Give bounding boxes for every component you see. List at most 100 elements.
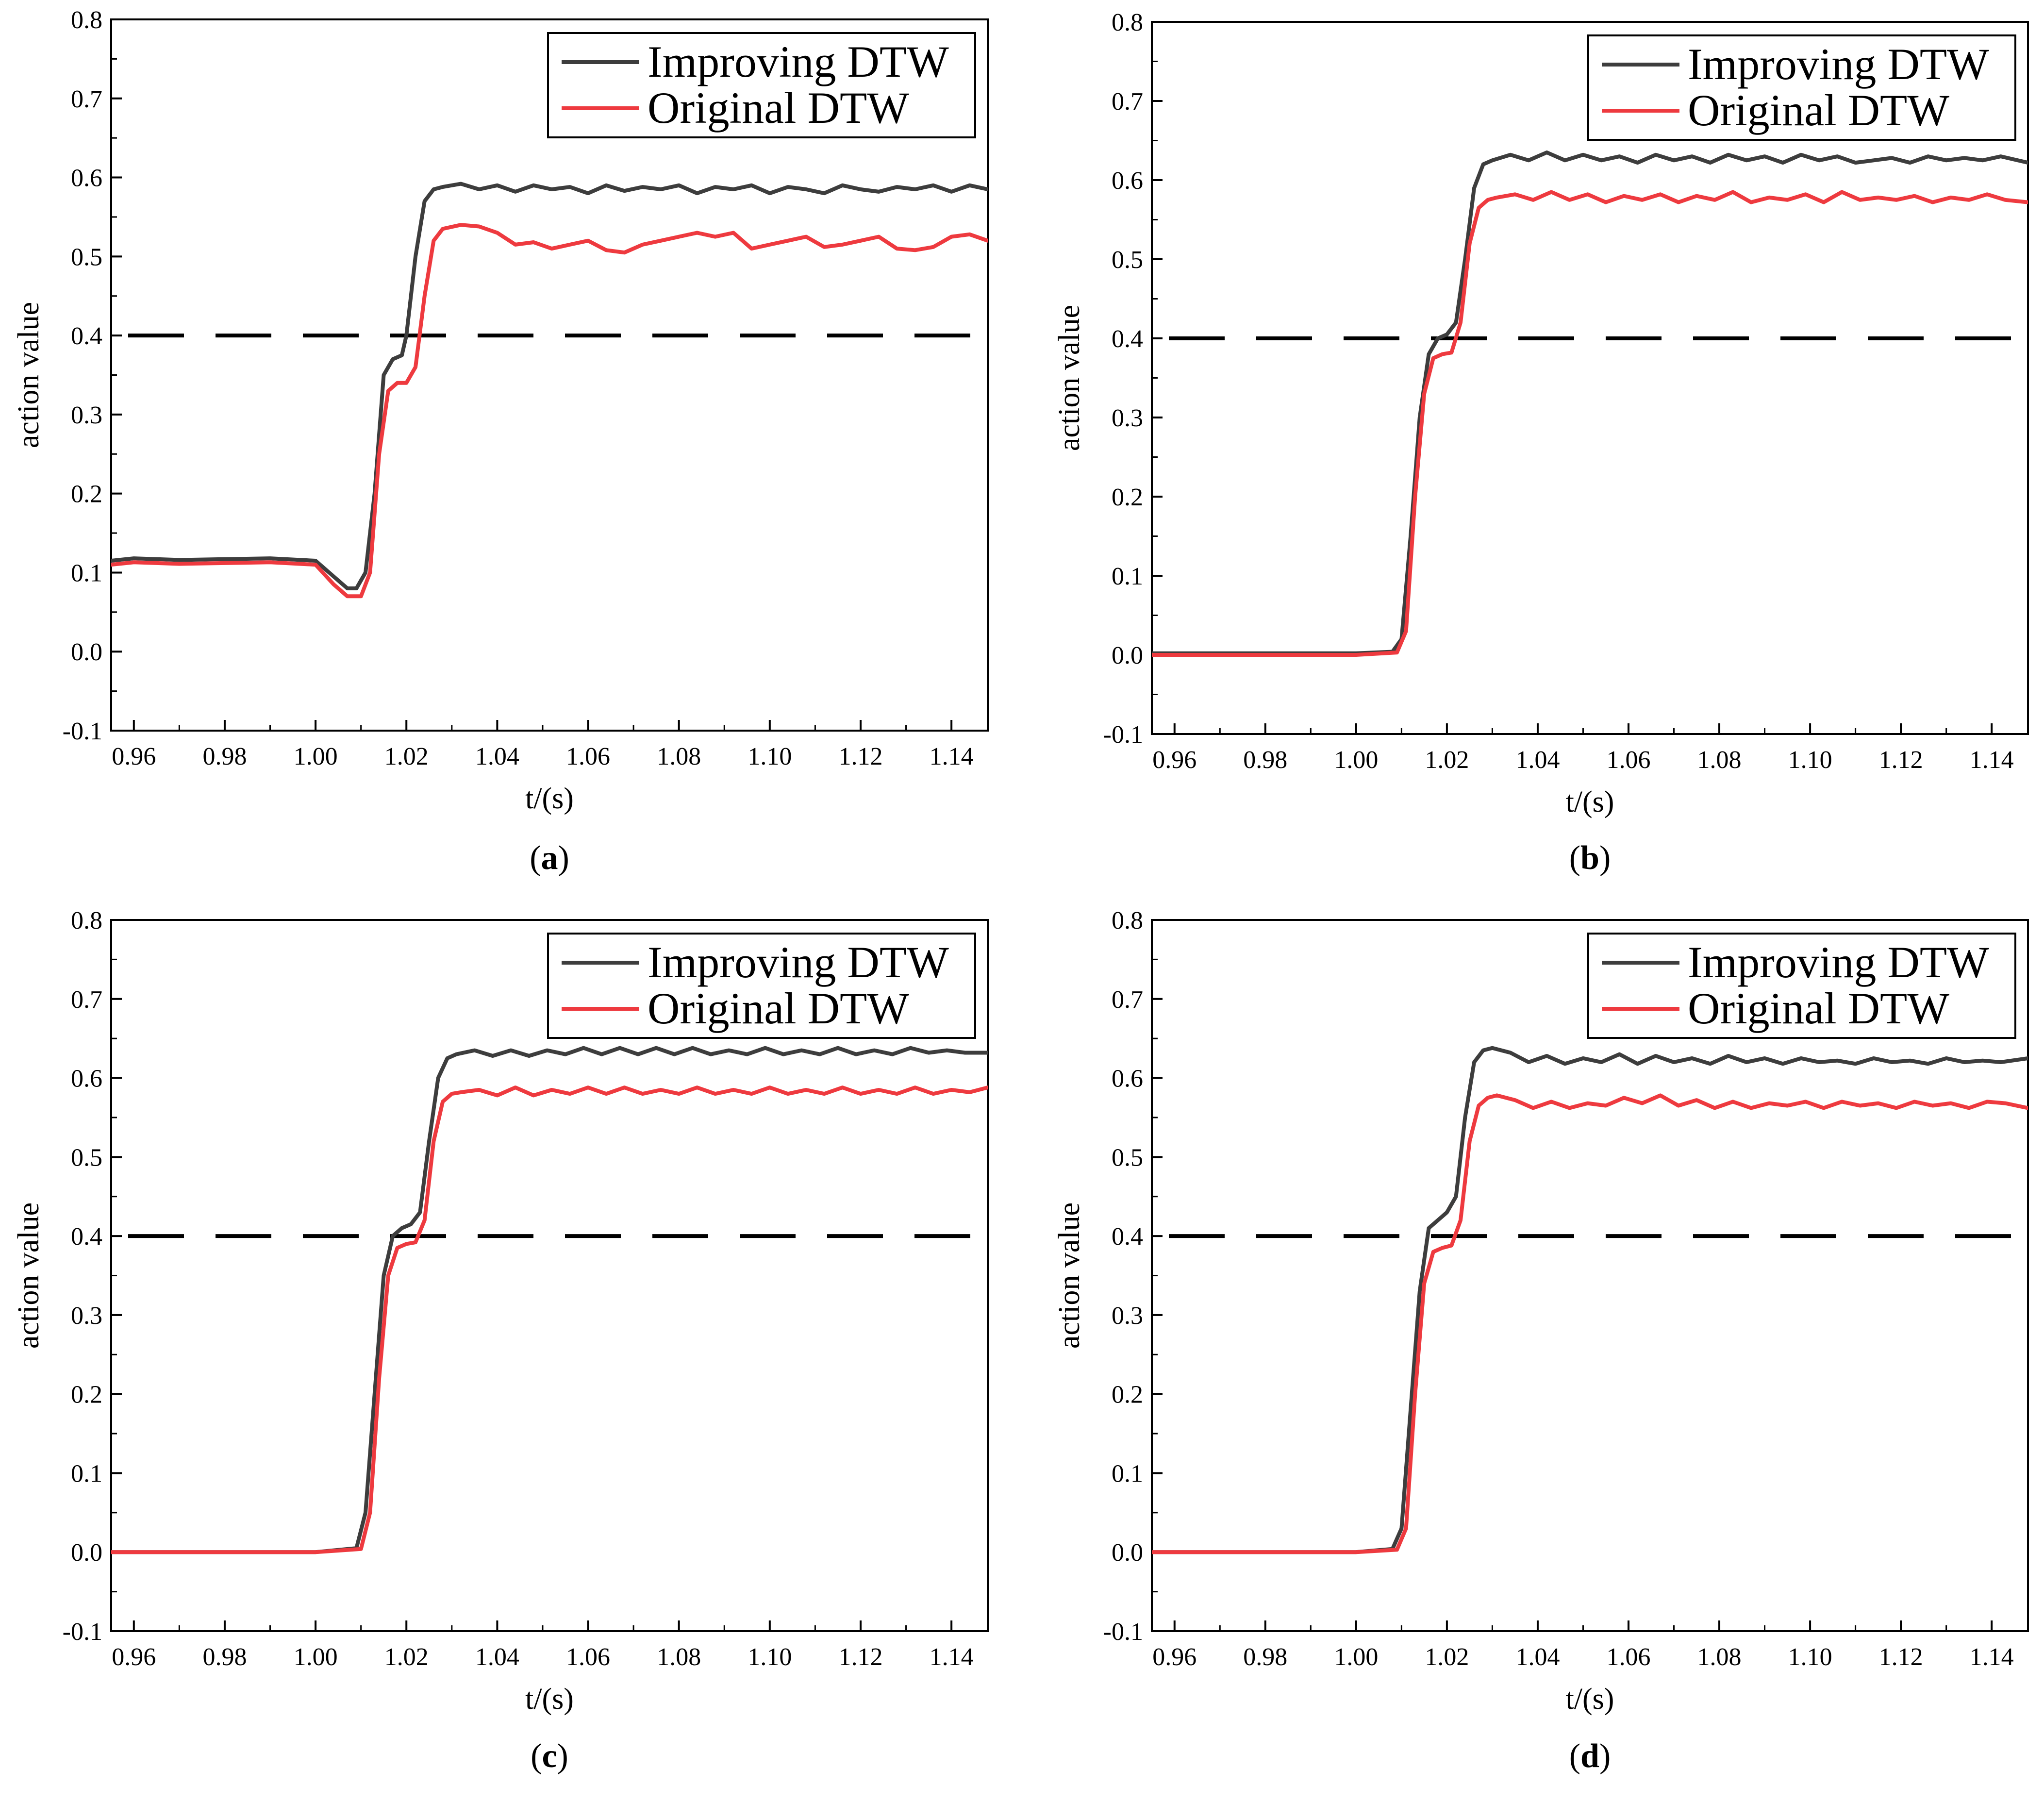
y-tick-label: 0.2 (1112, 1381, 1143, 1409)
panel-label: (b) (1569, 839, 1611, 877)
y-tick-label: 0.8 (1112, 907, 1143, 935)
x-tick-label: 1.04 (475, 1643, 519, 1671)
x-axis-title: t/(s) (1566, 1683, 1614, 1716)
y-axis-title: action value (1053, 305, 1086, 451)
x-tick-label: 1.00 (1334, 746, 1378, 774)
y-tick-label: 0.6 (71, 165, 102, 192)
x-tick-label: 1.00 (294, 743, 338, 770)
y-tick-label: 0.8 (71, 6, 102, 34)
series-original-dtw (1152, 190, 2028, 657)
y-tick-label: 0.6 (1112, 1065, 1143, 1093)
x-tick-label: 1.14 (1970, 1643, 2014, 1671)
panel-label-letter: d (1580, 1737, 1599, 1775)
y-tick-label: 0.2 (71, 481, 102, 508)
legend-label: Original DTW (1688, 984, 1949, 1033)
series-improving-dtw (111, 1046, 988, 1554)
x-tick-label: 1.04 (1515, 1643, 1560, 1671)
y-tick-label: 0.7 (1112, 986, 1143, 1014)
y-tick-label: 0.0 (71, 638, 102, 666)
panel-label-open: ( (531, 1737, 542, 1775)
x-tick-label: 1.10 (748, 743, 792, 770)
x-tick-label: 0.96 (1152, 746, 1196, 774)
y-tick-label: 0.3 (71, 1302, 102, 1330)
x-tick-label: 1.02 (1425, 746, 1469, 774)
y-tick-label: 0.7 (71, 85, 102, 113)
panel-label: (d) (1569, 1737, 1611, 1775)
panel-label-close: ) (557, 1737, 568, 1775)
x-tick-label: 1.04 (475, 743, 519, 770)
panel-c: -0.1 0.0 0.1 0.2 0.3 0.4 0.5 0.6 0.7 0.8 0.96 0.98 1… (12, 907, 989, 1775)
y-tick-label: 0.0 (71, 1539, 102, 1567)
x-tick-label: 1.12 (1879, 1643, 1923, 1671)
x-axis-title: t/(s) (525, 782, 574, 815)
legend-label: Original DTW (648, 83, 909, 133)
x-tick-label: 1.12 (1879, 746, 1923, 774)
series-original-dtw (1152, 1093, 2028, 1554)
panel-label: (a) (530, 839, 569, 877)
y-tick-label: 0.6 (71, 1065, 102, 1093)
y-tick-label: 0.2 (71, 1381, 102, 1409)
x-tick-label: 0.98 (202, 1643, 247, 1671)
y-tick-label: 0.3 (1112, 404, 1143, 432)
panel-label: (c) (531, 1737, 568, 1775)
series-original-dtw (111, 223, 988, 599)
legend-label: Original DTW (1688, 85, 1949, 135)
panel-label-open: ( (1569, 839, 1580, 877)
panel-label-open: ( (530, 839, 541, 877)
x-tick-label: 1.06 (566, 743, 610, 770)
y-tick-label: 0.8 (71, 907, 102, 935)
legend-label: Improving DTW (648, 37, 949, 86)
x-axis-title: t/(s) (1566, 785, 1614, 818)
series-improving-dtw (1152, 1046, 2028, 1554)
x-tick-label: 1.02 (1425, 1643, 1469, 1671)
y-tick-label: 0.7 (71, 986, 102, 1014)
x-tick-label: 1.08 (1697, 1643, 1742, 1671)
x-tick-label: 1.14 (930, 1643, 974, 1671)
legend-label: Original DTW (648, 984, 909, 1033)
series-improving-dtw (1152, 150, 2028, 655)
y-tick-label: 0.1 (1112, 563, 1143, 590)
y-tick-label: -0.1 (63, 1618, 102, 1646)
y-tick-label: 0.3 (71, 401, 102, 429)
y-tick-label: 0.4 (1112, 1223, 1143, 1251)
y-tick-label: 0.5 (71, 243, 102, 271)
legend-label: Improving DTW (648, 937, 949, 987)
legend-label: Improving DTW (1688, 39, 1989, 89)
x-tick-label: 0.98 (202, 743, 247, 770)
x-tick-label: 1.02 (384, 743, 429, 770)
x-tick-label: 1.00 (1334, 1643, 1378, 1671)
x-tick-label: 1.04 (1515, 746, 1560, 774)
x-tick-label: 1.10 (748, 1643, 792, 1671)
y-tick-label: 0.6 (1112, 167, 1143, 195)
panel-label-close: ) (558, 839, 569, 877)
x-tick-label: 1.12 (838, 1643, 882, 1671)
panel-b: -0.1 0.0 0.1 0.2 0.3 0.4 0.5 0.6 0.7 0.8 0.96 0.98 1… (1053, 9, 2029, 877)
y-axis-title: action value (12, 1202, 45, 1349)
x-tick-label: 1.06 (566, 1643, 610, 1671)
x-tick-label: 1.14 (930, 743, 974, 770)
y-tick-label: -0.1 (63, 718, 102, 745)
y-tick-label: -0.1 (1103, 721, 1143, 749)
y-tick-label: 0.2 (1112, 484, 1143, 511)
y-tick-label: -0.1 (1103, 1618, 1143, 1646)
series-original-dtw (111, 1085, 988, 1554)
panel-label-letter: b (1580, 839, 1599, 877)
x-tick-label: 1.06 (1606, 746, 1650, 774)
panel-label-letter: c (542, 1737, 557, 1775)
y-tick-label: 0.1 (1112, 1460, 1143, 1487)
panel-a: -0.1 0.0 0.1 0.2 0.3 0.4 0.5 0.6 0.7 0.8 0.96 0.98 1… (12, 6, 989, 877)
y-tick-label: 0.0 (1112, 1539, 1143, 1567)
legend-box (547, 32, 976, 138)
y-tick-label: 0.5 (1112, 246, 1143, 274)
panel-label-letter: a (541, 839, 558, 877)
x-tick-label: 1.10 (1788, 1643, 1832, 1671)
x-tick-label: 1.10 (1788, 746, 1832, 774)
x-tick-label: 0.96 (112, 1643, 156, 1671)
y-tick-label: 0.3 (1112, 1302, 1143, 1330)
y-tick-label: 0.7 (1112, 88, 1143, 116)
